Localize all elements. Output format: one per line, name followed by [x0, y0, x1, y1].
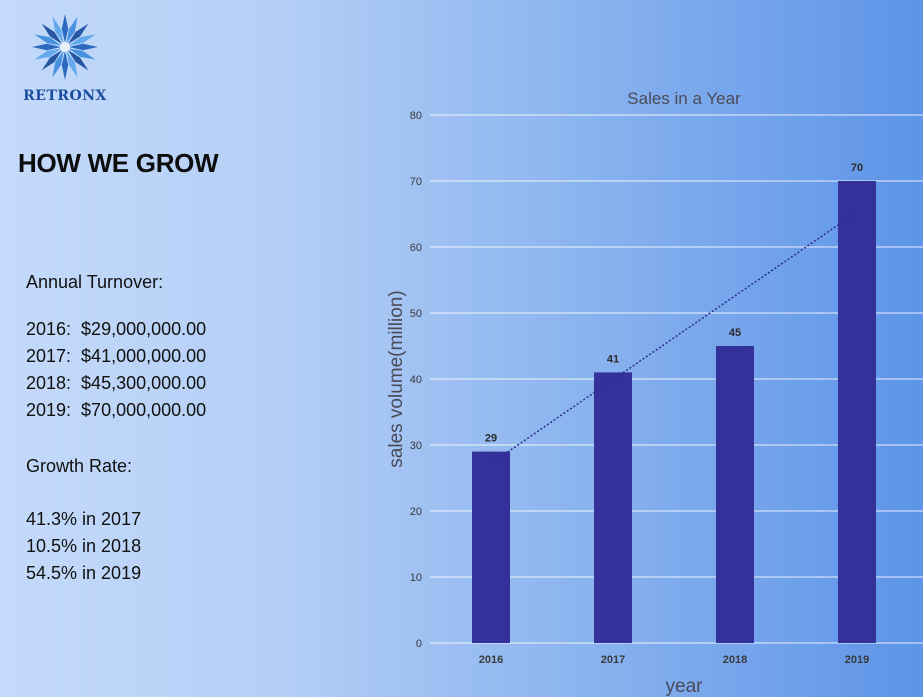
logo-petal — [41, 49, 63, 71]
bar — [472, 451, 510, 643]
logo-petal-shape — [61, 14, 69, 43]
logo-petal — [66, 50, 78, 78]
logo-petal-shape — [41, 49, 63, 71]
logo-petal-shape — [34, 48, 62, 60]
data-label: 45 — [729, 327, 741, 339]
logo-petal — [67, 49, 89, 71]
bar — [594, 372, 632, 643]
logo-petal — [52, 16, 64, 44]
trendline — [490, 211, 858, 465]
logo-petal — [34, 34, 62, 46]
logo-petal-shape — [34, 34, 62, 46]
data-label: 70 — [851, 162, 863, 174]
turnover-item: 2016: $29,000,000.00 — [26, 319, 207, 339]
logo-petal-shape — [32, 43, 61, 51]
logo-petal-shape — [69, 43, 98, 51]
growth-item: 54.5% in 2019 — [26, 563, 142, 583]
y-tick-label: 50 — [410, 308, 422, 320]
bar — [838, 181, 876, 643]
logo-petal — [68, 34, 96, 46]
logo-petal — [41, 23, 63, 45]
page-title: HOW WE GROW — [18, 148, 219, 178]
brand-name: RETRONX — [23, 88, 107, 104]
turnover-item: 2017: $41,000,000.00 — [26, 346, 207, 366]
logo-petal — [32, 43, 61, 51]
logo-petal-shape — [67, 23, 89, 45]
y-tick-label: 70 — [410, 176, 422, 188]
logo-petal — [69, 43, 98, 51]
logo-petal — [34, 48, 62, 60]
x-tick-label: 2017 — [601, 654, 625, 666]
y-axis-title: sales volume(million) — [386, 290, 407, 467]
data-label: 41 — [607, 353, 619, 365]
turnover-label: Annual Turnover: — [26, 272, 164, 292]
growth-label: Growth Rate: — [26, 456, 133, 476]
x-tick-label: 2016 — [479, 654, 503, 666]
y-tick-label: 80 — [410, 110, 422, 122]
logo-petal — [67, 23, 89, 45]
y-tick-label: 10 — [410, 572, 422, 584]
turnover-item: 2018: $45,300,000.00 — [26, 373, 207, 393]
bar — [716, 346, 754, 643]
logo-petal — [61, 14, 69, 43]
turnover-item: 2019: $70,000,000.00 — [26, 400, 207, 420]
x-axis-title: year — [666, 676, 704, 697]
logo-petal — [68, 48, 96, 60]
logo-petal — [52, 50, 64, 78]
y-tick-label: 40 — [410, 374, 422, 386]
y-tick-label: 0 — [416, 638, 422, 650]
growth-list: 41.3% in 2017 10.5% in 2018 54.5% in 201… — [26, 506, 141, 587]
y-tick-label: 30 — [410, 440, 422, 452]
logo-petal — [61, 51, 69, 80]
turnover-list: 2016: $29,000,000.00 2017: $41,000,000.0… — [26, 316, 206, 424]
y-tick-label: 60 — [410, 242, 422, 254]
brand-logo: RETRONX — [20, 10, 110, 105]
logo-petal-shape — [52, 16, 64, 44]
logo-petal-shape — [68, 34, 96, 46]
star-burst-icon — [32, 14, 98, 80]
growth-item: 10.5% in 2018 — [26, 536, 142, 556]
logo-petal-shape — [66, 16, 78, 44]
logo-petal — [66, 16, 78, 44]
logo-petal-shape — [41, 23, 63, 45]
x-tick-label: 2018 — [723, 654, 747, 666]
x-tick-label: 2019 — [845, 654, 869, 666]
chart-title: Sales in a Year — [627, 89, 741, 108]
logo-center — [60, 42, 70, 52]
logo-petal-shape — [66, 50, 78, 78]
logo-petal-shape — [67, 49, 89, 71]
data-label: 29 — [485, 433, 497, 445]
growth-item: 41.3% in 2017 — [26, 509, 142, 529]
y-tick-label: 20 — [410, 506, 422, 518]
logo-petal-shape — [52, 50, 64, 78]
logo-petal-shape — [68, 48, 96, 60]
logo-petal-shape — [61, 51, 69, 80]
